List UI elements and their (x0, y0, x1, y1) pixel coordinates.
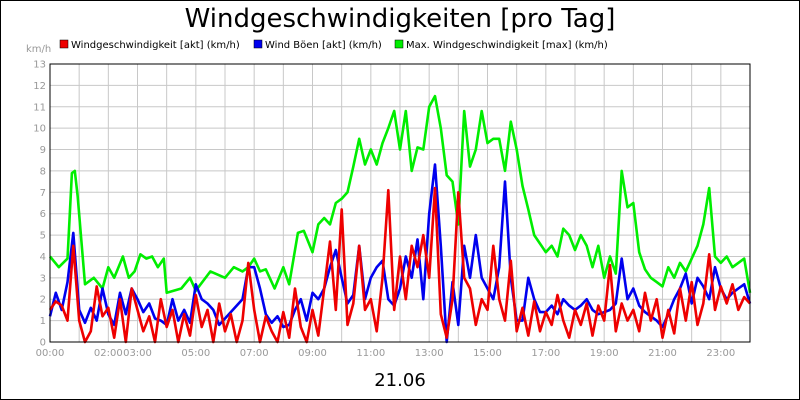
y-tick-label: 7 (40, 188, 46, 199)
y-tick-label: 1 (40, 316, 46, 327)
y-tick-label: 5 (40, 231, 46, 242)
legend-label: Wind Böen [akt] (km/h) (265, 40, 382, 51)
series-line-2 (48, 186, 751, 344)
y-tick-label: 8 (40, 166, 46, 177)
chart-title: Windgeschwindigkeiten [pro Tag] (185, 4, 616, 34)
x-axis-ticks: 00:00 02:00 03:00 05:00 07:00 09:00 11:00 13:00… (36, 348, 736, 359)
y-tick-label: 9 (40, 145, 46, 156)
x-tick-label: 11:00 (356, 348, 385, 359)
series-lines (48, 94, 752, 344)
x-tick-label: 00:00 (36, 348, 65, 359)
y-tick-label: 11 (33, 102, 46, 113)
y-axis-unit: km/h (26, 44, 51, 55)
series-line-0 (48, 94, 752, 295)
legend: Windgeschwindigkeit [akt] (km/h) Wind Böe… (59, 39, 608, 51)
x-tick-label: 21:00 (648, 348, 677, 359)
legend-swatch (394, 39, 404, 49)
y-tick-label: 0 (40, 338, 46, 349)
legend-label: Windgeschwindigkeit [akt] (km/h) (71, 40, 240, 51)
x-tick-label: 05:00 (181, 348, 210, 359)
x-tick-label: 15:00 (473, 348, 502, 359)
legend-label: Max. Windgeschwindigkeit [max] (km/h) (406, 40, 608, 51)
x-tick-label: 13:00 (415, 348, 444, 359)
x-tick-label: 02:00 (94, 348, 123, 359)
legend-swatch (253, 39, 263, 49)
x-tick-label: 17:00 (531, 348, 560, 359)
y-tick-label: 2 (40, 295, 46, 306)
y-tick-label: 12 (33, 81, 46, 92)
y-tick-label: 10 (33, 124, 46, 135)
x-tick-label: 19:00 (590, 348, 619, 359)
y-tick-label: 3 (40, 273, 46, 284)
y-tick-label: 6 (40, 209, 46, 220)
x-tick-label: 07:00 (240, 348, 269, 359)
y-tick-label: 4 (40, 252, 46, 263)
x-tick-label: 03:00 (123, 348, 152, 359)
x-tick-label: 23:00 (706, 348, 735, 359)
plot-border (49, 63, 751, 343)
date-label: 21.06 (374, 370, 426, 391)
y-tick-label: 13 (33, 60, 46, 71)
legend-swatch (59, 39, 69, 49)
x-tick-label: 09:00 (298, 348, 327, 359)
